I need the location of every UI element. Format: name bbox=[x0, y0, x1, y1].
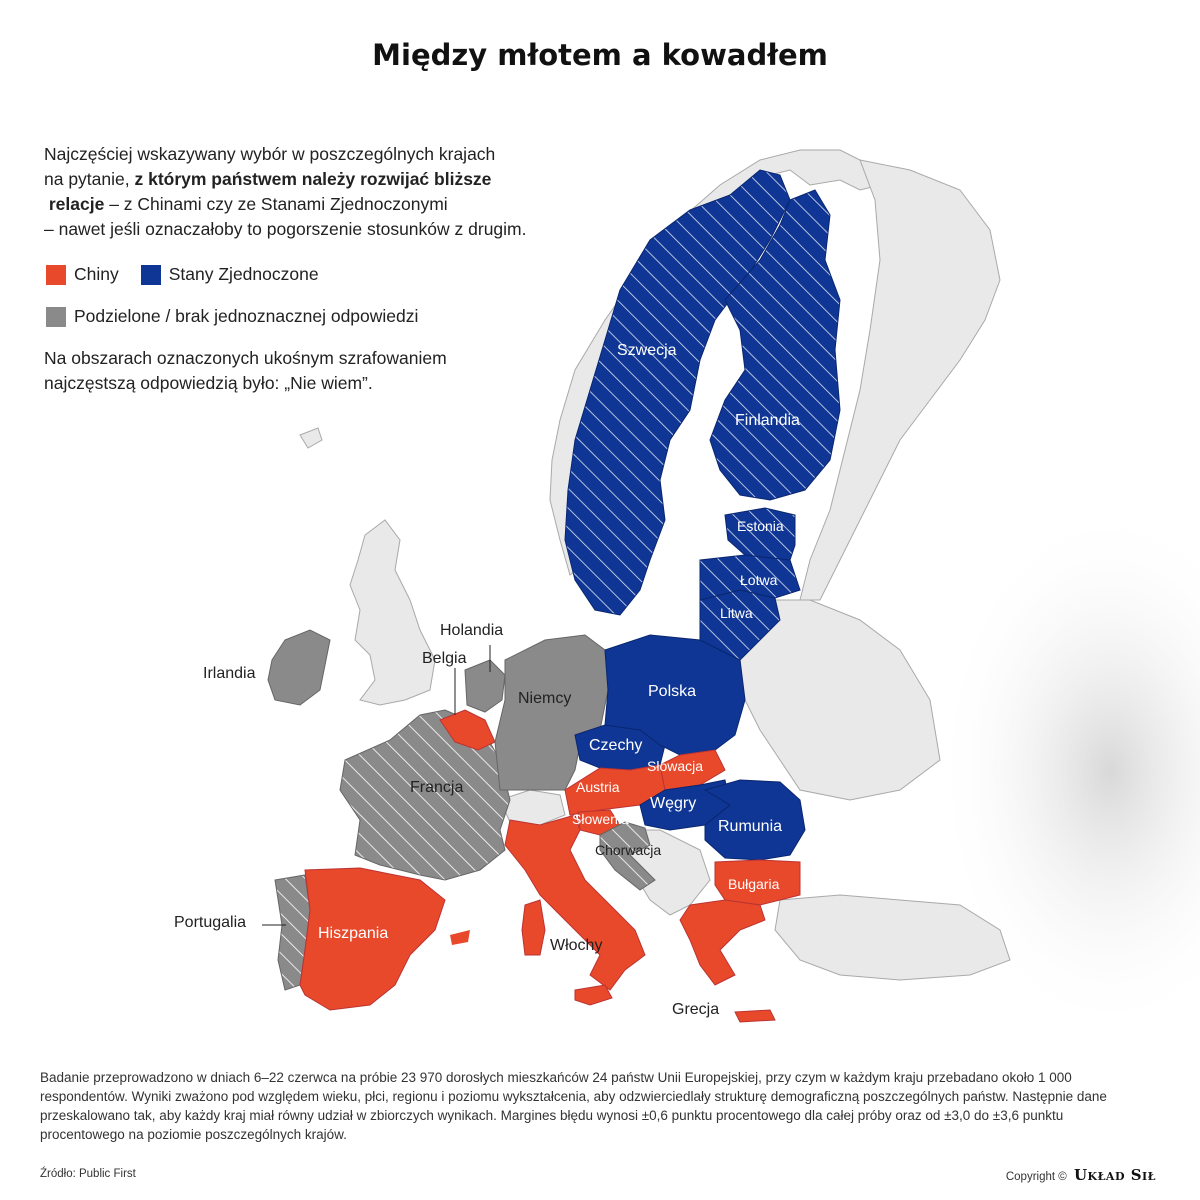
label-grecja: Grecja bbox=[672, 1001, 720, 1018]
uk-shape bbox=[349, 519, 436, 706]
label-slowacja: Słowacja bbox=[647, 758, 704, 774]
belarus-ukraine-shape bbox=[739, 599, 941, 801]
legend-label-china: Chiny bbox=[74, 264, 119, 284]
legend-swatch-usa bbox=[140, 264, 161, 285]
label-litwa: Litwa bbox=[720, 605, 753, 621]
turkey-shape bbox=[774, 894, 1011, 981]
legend-row-1: Chiny Stany Zjednoczone bbox=[46, 264, 319, 285]
country-niemcy bbox=[494, 634, 609, 791]
intro-text: Najczęściej wskazywany wybór w poszczegó… bbox=[44, 142, 584, 242]
label-wegry: Węgry bbox=[650, 795, 697, 812]
label-niemcy: Niemcy bbox=[518, 690, 572, 707]
label-estonia: Estonia bbox=[737, 518, 784, 534]
source-credit: Źródło: Public First bbox=[40, 1168, 136, 1180]
label-francja: Francja bbox=[410, 779, 464, 796]
legend-row-2: Podzielone / brak jednoznacznej odpowied… bbox=[46, 306, 418, 327]
country-estonia bbox=[724, 507, 796, 561]
intro-line-4: – nawet jeśli oznaczałoby to pogorszenie… bbox=[44, 219, 527, 239]
intro-line-1: Najczęściej wskazywany wybór w poszczegó… bbox=[44, 144, 496, 164]
country-grecja-crete bbox=[734, 1009, 776, 1023]
label-czechy: Czechy bbox=[589, 737, 643, 754]
copyright: Copyright © Układ Sił bbox=[1006, 1166, 1156, 1184]
country-wlochy-sardinia bbox=[521, 899, 546, 956]
brand-logo: Układ Sił bbox=[1073, 1166, 1156, 1184]
methodology-footnote: Badanie przeprowadzono w dniach 6–22 cze… bbox=[40, 1070, 1107, 1142]
country-grecja bbox=[679, 899, 766, 986]
balearic-islands bbox=[450, 930, 470, 945]
country-szwecja bbox=[564, 169, 791, 616]
country-finlandia bbox=[709, 189, 841, 501]
intro-line-3: relacje – z Chinami czy ze Stanami Zjedn… bbox=[44, 192, 584, 217]
label-lotwa: Łotwa bbox=[740, 572, 778, 588]
intro-line-2-pre: na pytanie, bbox=[44, 169, 135, 189]
label-slowenia: Słowenia bbox=[572, 811, 629, 827]
country-wlochy bbox=[504, 814, 646, 991]
label-polska: Polska bbox=[648, 683, 697, 700]
legend-swatch-china bbox=[46, 264, 66, 285]
label-wlochy: Włochy bbox=[550, 937, 603, 954]
intro-line-3-bold: relacje bbox=[48, 194, 105, 214]
russia-north-shape bbox=[799, 159, 1001, 601]
country-wlochy-sicily bbox=[574, 984, 613, 1006]
label-szwecja: Szwecja bbox=[617, 342, 677, 359]
label-rumunia: Rumunia bbox=[718, 818, 783, 835]
hatching-note-line-1: Na obszarach oznaczonych ukośnym szrafow… bbox=[44, 348, 447, 368]
legend-label-usa: Stany Zjednoczone bbox=[168, 264, 319, 284]
label-hiszpania: Hiszpania bbox=[318, 925, 389, 942]
legend-swatch-divided bbox=[46, 306, 66, 327]
country-hiszpania bbox=[299, 867, 446, 1011]
hatching-note-line-2: najczęstszą odpowiedzią było: „Nie wiem”… bbox=[44, 373, 373, 393]
country-bulgaria bbox=[714, 859, 801, 906]
label-austria: Austria bbox=[576, 779, 620, 795]
label-portugalia: Portugalia bbox=[174, 914, 247, 931]
copyright-prefix: Copyright © bbox=[1005, 1171, 1067, 1183]
label-bulgaria: Bułgaria bbox=[728, 876, 780, 892]
label-irlandia: Irlandia bbox=[203, 665, 256, 682]
page-title: Między młotem a kowadłem bbox=[372, 38, 828, 72]
intro-line-2-bold: z którym państwem należy rozwijać bliższ… bbox=[134, 169, 492, 189]
faroe-shape bbox=[299, 427, 323, 449]
label-belgia: Belgia bbox=[422, 650, 467, 667]
country-holandia bbox=[464, 659, 506, 713]
country-francja bbox=[339, 709, 511, 881]
hatching-note: Na obszarach oznaczonych ukośnym szrafow… bbox=[44, 346, 564, 396]
label-chorwacja: Chorwacja bbox=[595, 842, 662, 858]
country-rumunia bbox=[703, 779, 806, 861]
intro-line-2: na pytanie, z którym państwem należy roz… bbox=[44, 167, 584, 192]
intro-line-3-post: – z Chinami czy ze Stanami Zjednoczonymi bbox=[104, 194, 448, 214]
country-irlandia bbox=[267, 629, 331, 706]
legend-label-divided: Podzielone / brak jednoznacznej odpowied… bbox=[74, 306, 419, 326]
label-holandia: Holandia bbox=[440, 622, 504, 639]
leader-lines bbox=[262, 645, 491, 926]
country-chorwacja bbox=[599, 821, 656, 891]
label-finlandia: Finlandia bbox=[735, 412, 800, 429]
